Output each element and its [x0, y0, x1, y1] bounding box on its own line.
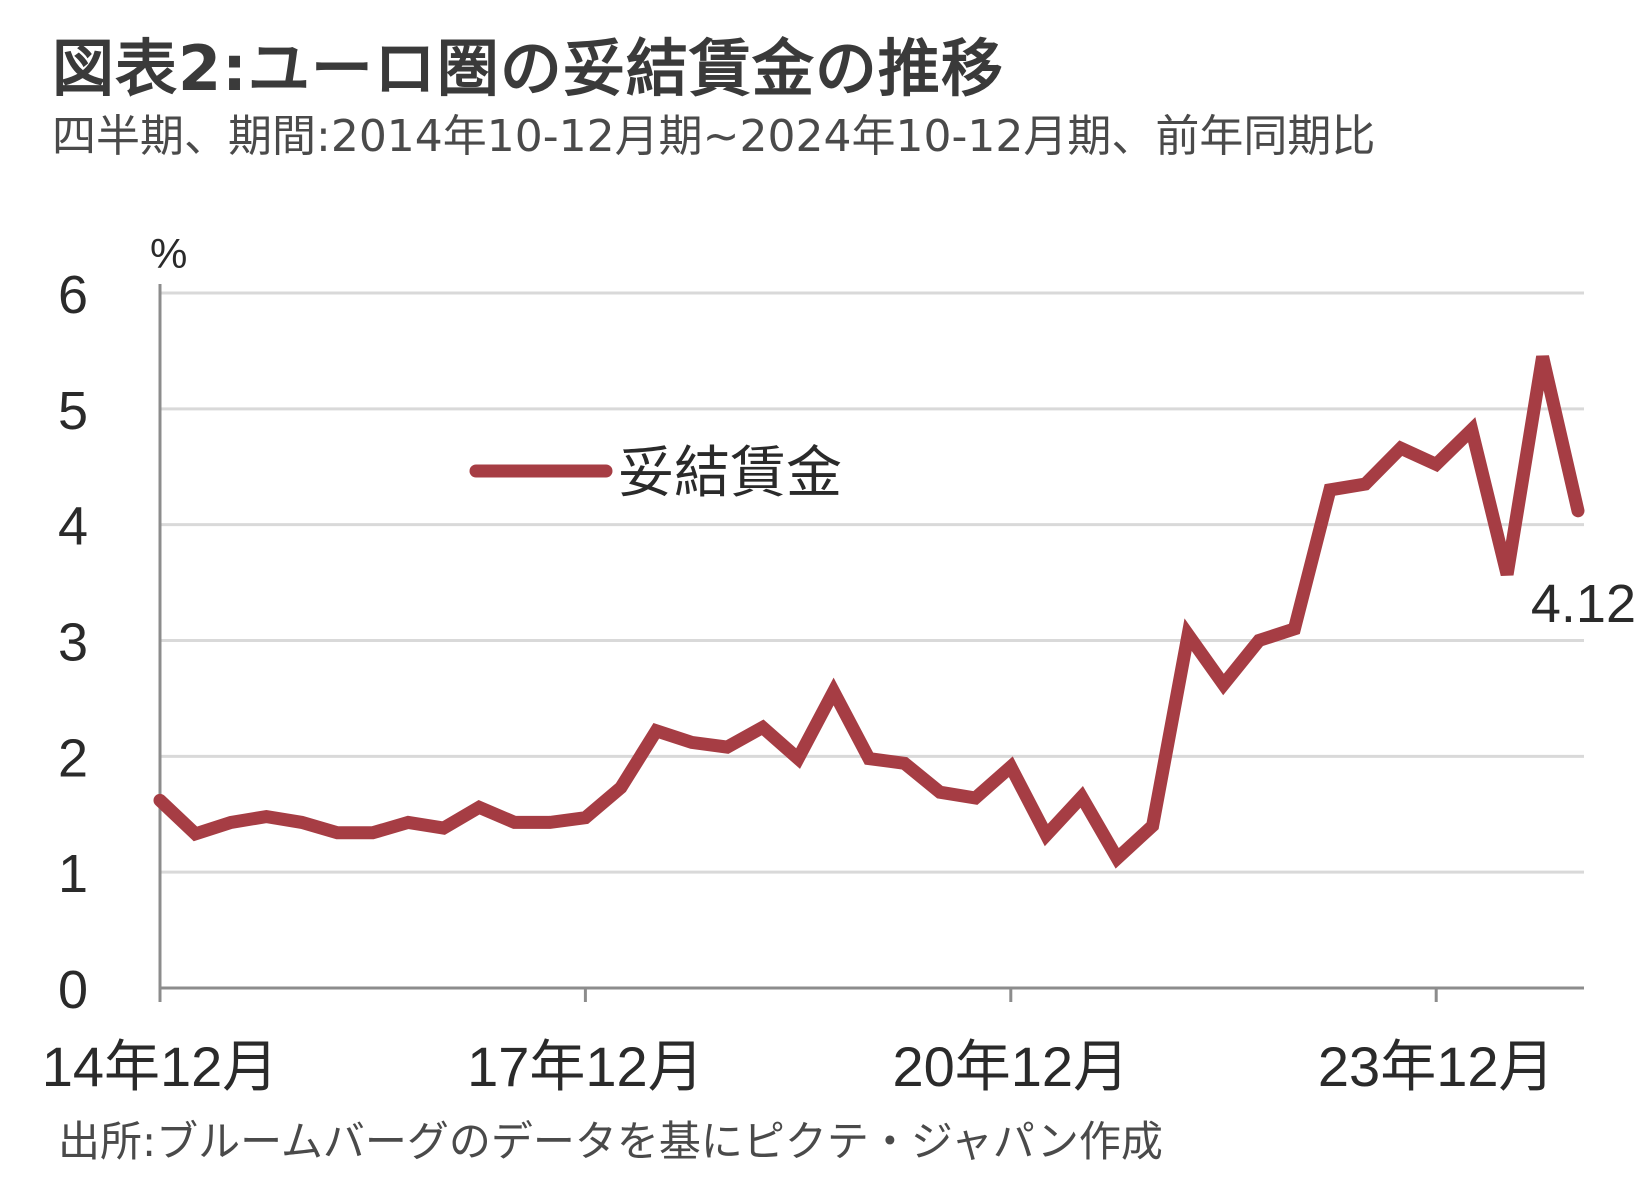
x-tick-label: 14年12月: [42, 1035, 279, 1098]
data-point: [691, 742, 692, 743]
data-point: [1010, 766, 1011, 767]
data-point: [479, 807, 480, 808]
y-tick-label: 5: [58, 381, 88, 441]
legend: 妥結賃金: [469, 441, 842, 504]
legend-label: 妥結賃金: [618, 441, 842, 504]
data-point: [727, 747, 728, 748]
y-tick-label: 0: [58, 960, 88, 1020]
data-point: [1046, 835, 1047, 836]
data-point: [1400, 448, 1401, 449]
data-point: [869, 758, 870, 759]
data-point: [656, 730, 657, 731]
chart-subtitle: 四半期、期間:2014年10-12月期~2024年10-12月期、前年同期比: [52, 111, 1376, 162]
data-point: [762, 727, 763, 728]
data-point: [301, 822, 302, 823]
data-point: [1258, 640, 1259, 641]
data-point: [160, 800, 161, 801]
last-value-label: 4.12: [1531, 574, 1636, 634]
x-tick-labels: 14年12月 17年12月 20年12月 23年12月: [42, 1035, 1555, 1098]
data-point: [1081, 796, 1082, 797]
data-point: [1471, 429, 1472, 430]
data-point: [1365, 484, 1366, 485]
data-point: [1436, 464, 1437, 465]
data-point: [1329, 489, 1330, 490]
data-point: [266, 816, 267, 817]
series-line-wage-agreements: [153, 355, 1585, 869]
data-point: [443, 828, 444, 829]
y-tick-label: 3: [58, 613, 88, 673]
data-point: [904, 763, 905, 764]
data-point: [1223, 684, 1224, 685]
x-tick-label: 20年12月: [893, 1035, 1130, 1098]
y-tick-label: 1: [58, 844, 88, 904]
y-tick-label: 4: [58, 497, 88, 557]
x-tick-label: 17年12月: [467, 1035, 704, 1098]
data-point: [195, 833, 196, 834]
data-point: [798, 758, 799, 759]
axes: [158, 284, 1584, 1002]
data-point: [1578, 510, 1579, 511]
data-point: [1542, 356, 1543, 357]
data-point: [1188, 634, 1189, 635]
data-point: [939, 792, 940, 793]
y-tick-label: 6: [58, 265, 88, 325]
y-tick-label: 2: [58, 728, 88, 788]
source-note: 出所:ブルームバーグのデータを基にピクテ・ジャパン作成: [58, 1117, 1163, 1166]
chart-title: 図表2:ユーロ圏の妥結賃金の推移: [52, 32, 1004, 105]
annotations: 4.12: [1531, 574, 1636, 634]
data-point: [1117, 858, 1118, 859]
y-tick-labels: 0 1 2 3 4 5 6: [58, 265, 88, 1020]
y-axis-unit-label: %: [150, 230, 187, 277]
data-point: [1152, 825, 1153, 826]
series-lines: [153, 355, 1585, 869]
data-point: [975, 798, 976, 799]
data-point: [620, 787, 621, 788]
data-point: [230, 822, 231, 823]
data-point: [549, 822, 550, 823]
data-point: [337, 832, 338, 833]
x-tick-label: 23年12月: [1318, 1035, 1555, 1098]
data-point: [1294, 628, 1295, 629]
data-point: [372, 832, 373, 833]
data-point: [514, 822, 515, 823]
data-point: [1507, 574, 1508, 575]
gridlines: [160, 291, 1584, 874]
data-point: [408, 822, 409, 823]
data-point: [585, 817, 586, 818]
data-point: [833, 691, 834, 692]
